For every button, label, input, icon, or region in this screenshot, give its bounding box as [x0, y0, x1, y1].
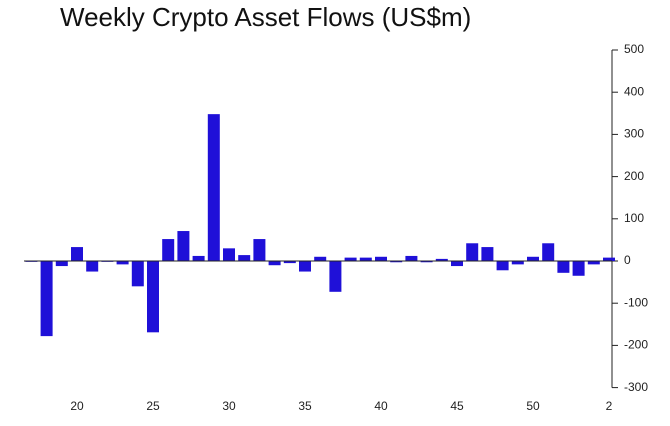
bar [116, 261, 129, 265]
bar [131, 261, 144, 287]
x-tick-label: 30 [222, 399, 236, 413]
bar [86, 261, 99, 272]
x-tick-label: 2 [606, 399, 613, 413]
bar [603, 257, 615, 261]
bar [496, 261, 509, 271]
bar [344, 257, 357, 261]
y-tick-label: 200 [624, 169, 644, 183]
chart-title: Weekly Crypto Asset Flows (US$m) [60, 2, 471, 32]
bar [207, 114, 220, 261]
bar [40, 261, 53, 337]
y-tick-label: 500 [624, 42, 644, 56]
bar [435, 258, 448, 261]
bar [359, 257, 372, 261]
bar [177, 231, 190, 261]
x-tick-label: 20 [70, 399, 84, 413]
bar [390, 261, 403, 263]
bar [375, 256, 387, 261]
bar [451, 261, 463, 267]
bar [329, 261, 342, 292]
x-tick-label: 45 [450, 399, 464, 413]
bar [147, 261, 159, 333]
bar [223, 248, 235, 261]
bar [314, 256, 327, 261]
bar [253, 239, 266, 261]
y-tick-label: 300 [624, 127, 644, 141]
y-tick-label: 100 [624, 211, 644, 225]
bar [511, 261, 524, 265]
y-tick-label: 0 [624, 253, 631, 267]
bar [466, 243, 479, 261]
x-tick-label: 25 [146, 399, 160, 413]
bar [238, 255, 251, 261]
x-tick-label: 35 [298, 399, 312, 413]
y-tick-label: 400 [624, 84, 644, 98]
bar [587, 261, 600, 265]
bar [420, 261, 433, 263]
x-tick-label: 50 [526, 399, 540, 413]
bar [542, 243, 555, 261]
y-tick-label: -200 [624, 338, 648, 352]
bar [192, 255, 205, 261]
x-tick-label: 40 [374, 399, 388, 413]
bar [527, 256, 539, 261]
bar [55, 261, 68, 267]
bar [162, 239, 175, 261]
bar [557, 261, 570, 273]
bar [71, 247, 83, 261]
bar [572, 261, 585, 276]
bar [283, 261, 296, 264]
y-tick-label: -100 [624, 295, 648, 309]
bar [481, 247, 494, 261]
bar [405, 255, 418, 261]
bar [268, 261, 281, 266]
y-tick-label: -300 [624, 380, 648, 394]
bar [299, 261, 311, 272]
